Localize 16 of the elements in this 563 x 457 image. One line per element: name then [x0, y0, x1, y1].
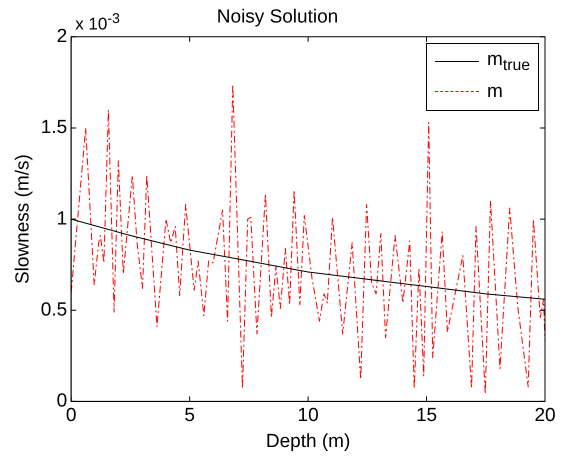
chart-title: Noisy Solution: [216, 6, 338, 28]
x-tick-label: 20: [534, 405, 556, 426]
y-tick-label: 1.5: [40, 117, 68, 138]
y-tick-label: 0.5: [40, 299, 68, 320]
text: x 10$^{-3}$: [75, 10, 120, 34]
legend-label: m$_{true}$: [487, 48, 530, 75]
x-tick-label: 5: [184, 405, 195, 426]
x-axis-title: Depth (m): [266, 430, 350, 452]
y-tick-label: 0: [56, 390, 68, 412]
x-tick-label: 10: [298, 405, 319, 426]
legend-label: m: [487, 80, 503, 103]
y-axis-title: Slowness (m/s): [12, 154, 34, 284]
line-series: [71, 84, 545, 395]
y-tick-label: 1: [56, 208, 68, 230]
y-tick-label: 2: [56, 26, 68, 48]
x-tick-label: 15: [416, 405, 438, 426]
